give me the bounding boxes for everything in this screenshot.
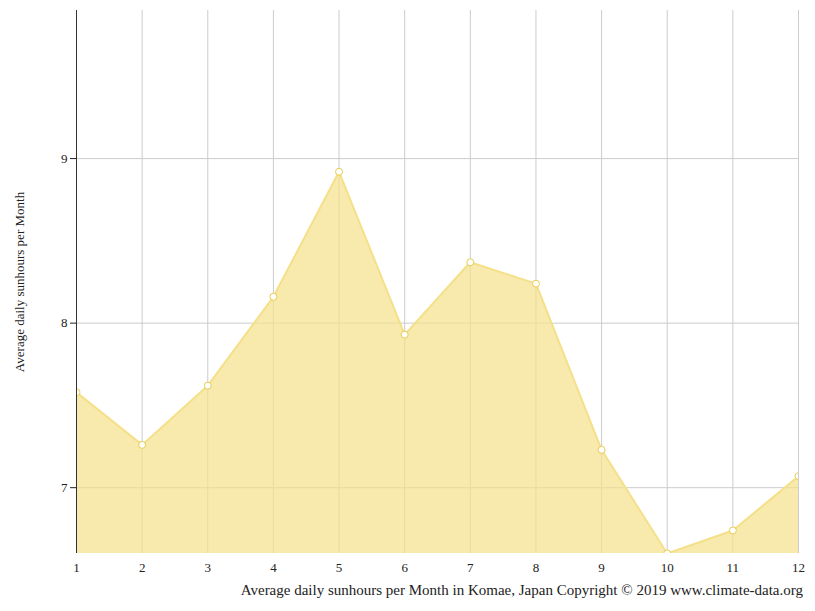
svg-text:8: 8 <box>61 315 68 330</box>
svg-text:9: 9 <box>61 151 68 166</box>
svg-text:8: 8 <box>533 560 540 575</box>
svg-text:1: 1 <box>73 560 80 575</box>
svg-text:9: 9 <box>598 560 605 575</box>
html-text:Average daily sunhours per Mon: Average daily sunhours per Month in Koma… <box>240 582 803 598</box>
svg-text:2: 2 <box>139 560 146 575</box>
svg-text:7: 7 <box>61 480 68 495</box>
svg-text:12: 12 <box>792 560 805 575</box>
svg-text:10: 10 <box>661 560 674 575</box>
svg-text:11: 11 <box>727 560 740 575</box>
svg-text:6: 6 <box>401 560 408 575</box>
svg-text:3: 3 <box>205 560 212 575</box>
svg-text:7: 7 <box>467 560 474 575</box>
svg-text:4: 4 <box>270 560 277 575</box>
svg-text:Average daily sunhours per Mon: Average daily sunhours per Month <box>12 191 27 372</box>
svg-text:5: 5 <box>336 560 343 575</box>
